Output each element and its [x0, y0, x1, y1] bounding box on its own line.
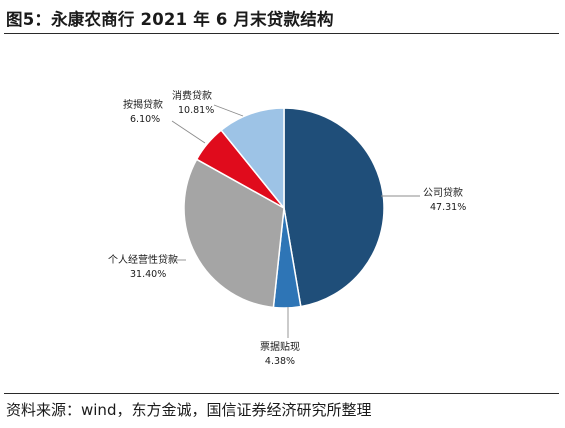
slice-name-label-4: 按揭贷款 [123, 98, 163, 111]
source-note: 资料来源：wind，东方金诚，国信证券经济研究所整理 [6, 401, 372, 419]
slice-value-label-2: 4.38% [265, 356, 295, 367]
slice-name-label-2: 票据贴现 [260, 340, 300, 353]
slice-value-label-4: 6.10% [130, 114, 160, 125]
pie-slice-5 [220, 107, 285, 211]
slice-value-label-3: 31.40% [130, 269, 166, 280]
figure-title: 图5：永康农商行 2021 年 6 月末贷款结构 [6, 10, 334, 29]
slice-name-label-5: 消费贷款 [172, 89, 212, 102]
slice-name-label-3: 个人经营性贷款 [108, 253, 178, 266]
slice-name-label-1: 公司贷款 [423, 186, 463, 199]
slice-value-label-5: 10.81% [178, 105, 214, 116]
slice-value-label-1: 47.31% [430, 202, 466, 213]
pie-slice-3 [183, 158, 285, 309]
leader-line-slice-4 [171, 120, 206, 144]
source-divider [4, 393, 559, 394]
pie-slice-1 [283, 107, 385, 308]
leader-line-slice-5 [213, 104, 244, 117]
title-divider [4, 33, 559, 34]
